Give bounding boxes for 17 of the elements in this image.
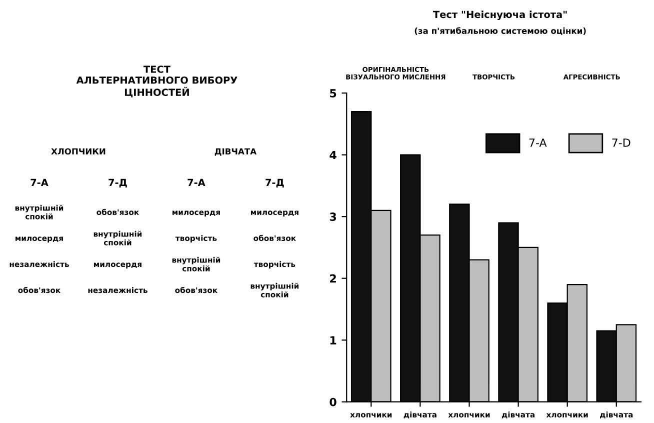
category-label: 7-А xyxy=(30,178,48,186)
text: ТЕСТ АЛЬТЕРНАТИВНОГО ВИБОРУ ЦІННОСТЕЙ xyxy=(76,66,238,98)
y-tick-label: 1 xyxy=(330,336,336,344)
chart-title: Тест "Неіснуюча істота" xyxy=(433,10,567,20)
legend-label: 7-A xyxy=(529,138,547,147)
category-label: 7-А xyxy=(188,178,206,186)
category-label: 7-Д xyxy=(266,178,284,188)
y-tick-label: 3 xyxy=(330,212,336,221)
text: ХЛОПЧИКИ xyxy=(51,148,106,155)
y-tick-label: 4 xyxy=(330,150,336,160)
y-tick-label: 0 xyxy=(330,398,336,406)
y-tick-label: 2 xyxy=(330,274,336,283)
text: ДІВЧАТА xyxy=(214,148,256,156)
chart-subtitle: (за п'ятибальною системою оцінки) xyxy=(414,27,586,35)
category-label: 7-Д xyxy=(108,178,127,188)
y-tick-label: 5 xyxy=(330,89,336,98)
legend-label: 7-D xyxy=(612,138,630,147)
